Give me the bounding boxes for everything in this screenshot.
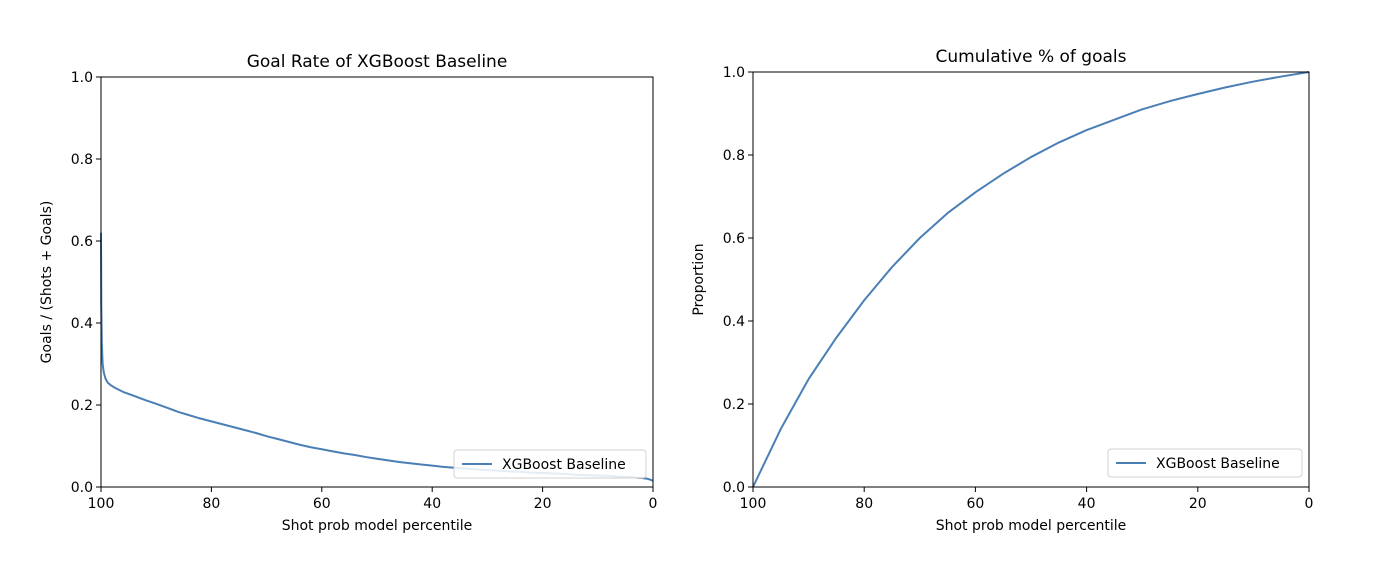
y-tick-label: 1.0 <box>71 70 93 86</box>
y-tick-label: 0.0 <box>723 480 745 496</box>
y-tick-label: 0.6 <box>71 234 93 250</box>
x-tick-label: 80 <box>202 496 220 512</box>
axes-frame <box>752 71 1310 488</box>
x-tick-label: 60 <box>313 496 331 512</box>
series-line <box>100 232 654 482</box>
x-tick-label: 60 <box>966 496 984 512</box>
series-line <box>752 71 1310 488</box>
x-tick-label: 100 <box>740 496 767 512</box>
legend-box <box>453 449 647 479</box>
x-tick-label: 40 <box>423 496 441 512</box>
x-tick-label: 40 <box>1078 496 1096 512</box>
y-tick-label: 0.2 <box>71 398 93 414</box>
cumulative-goals-chart: 100 80 60 40 20 0 0.0 0.2 0.4 0.6 0.8 1.0 Cumulative… <box>691 47 1313 534</box>
y-tick-label: 0.2 <box>723 397 745 413</box>
chart-title: Cumulative % of goals <box>936 47 1127 67</box>
axes-frame <box>100 76 654 488</box>
goal-rate-chart: 100 80 60 40 20 0 0.0 0.2 0.4 0.6 0.8 1.0 Goal Rate … <box>39 52 657 534</box>
legend-box <box>1107 448 1303 478</box>
x-tick-label: 20 <box>534 496 552 512</box>
y-tick-label: 0.8 <box>723 148 745 164</box>
y-tick-label: 0.6 <box>723 231 745 247</box>
y-tick-label: 0.0 <box>71 480 93 496</box>
y-tick-label: 0.8 <box>71 152 93 168</box>
x-tick-label: 100 <box>88 496 115 512</box>
y-tick-label: 1.0 <box>723 65 745 81</box>
x-tick-label: 0 <box>1305 496 1314 512</box>
x-tick-label: 20 <box>1189 496 1207 512</box>
x-tick-label: 80 <box>855 496 873 512</box>
x-axis-label: Shot prob model percentile <box>282 518 473 534</box>
y-tick-label: 0.4 <box>71 316 93 332</box>
x-axis-label: Shot prob model percentile <box>936 518 1127 534</box>
legend-label: XGBoost Baseline <box>502 457 626 473</box>
legend-label: XGBoost Baseline <box>1156 456 1280 472</box>
x-tick-label: 0 <box>649 496 658 512</box>
chart-title: Goal Rate of XGBoost Baseline <box>247 52 508 72</box>
y-axis-label: Goals / (Shots + Goals) <box>39 201 55 364</box>
y-tick-label: 0.4 <box>723 314 745 330</box>
y-axis-label: Proportion <box>691 243 707 315</box>
